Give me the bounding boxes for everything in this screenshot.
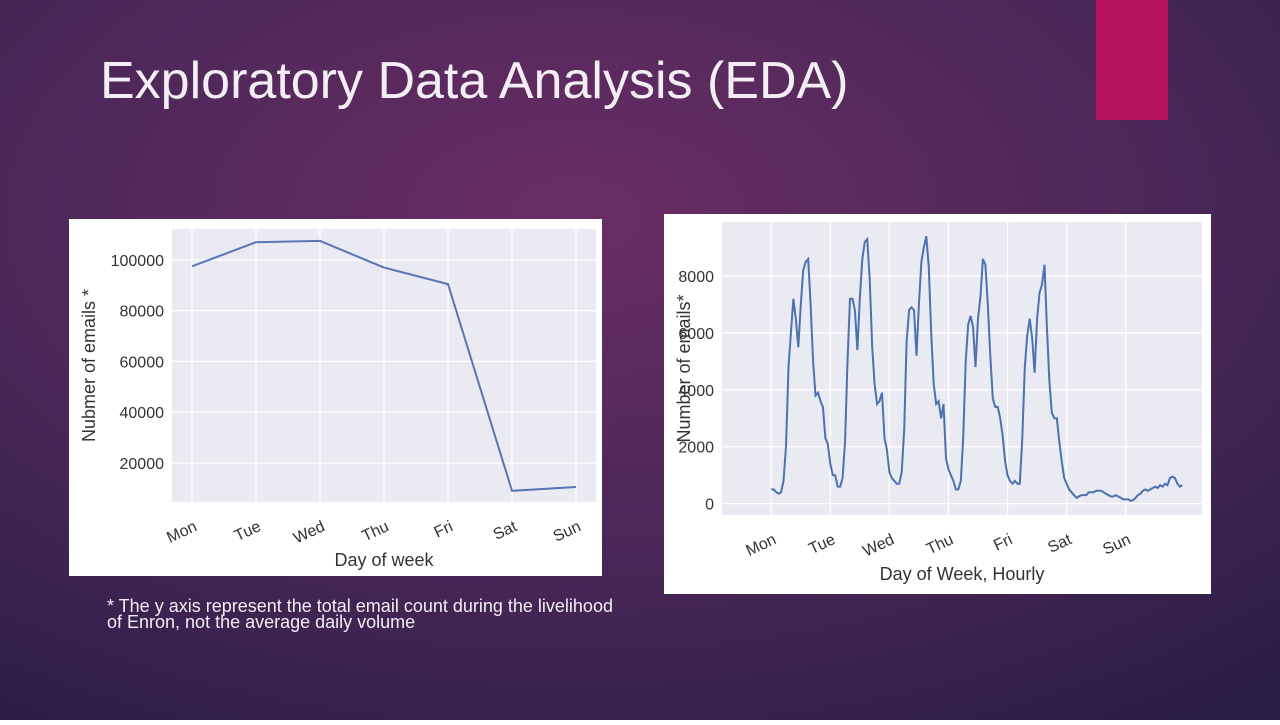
x-tick-label: Fri: [991, 531, 1015, 554]
slide-title: Exploratory Data Analysis (EDA): [100, 52, 849, 110]
x-axis-label: Day of week: [334, 550, 434, 570]
y-axis-label: Number of emails*: [674, 294, 694, 442]
y-tick-label: 8000: [678, 269, 714, 286]
x-axis-label: Day of Week, Hourly: [880, 564, 1045, 584]
y-tick-label: 6000: [678, 326, 714, 343]
footnote: * The y axis represent the total email c…: [107, 596, 613, 616]
y-tick-label: 4000: [678, 383, 714, 400]
y-tick-label: 80000: [120, 304, 165, 321]
footnote: of Enron, not the average daily volume: [107, 612, 415, 632]
y-tick-label: 40000: [120, 405, 165, 422]
y-tick-label: 20000: [120, 456, 165, 473]
data-line: [771, 235, 1183, 502]
accent-block: [1096, 0, 1168, 120]
y-tick-label: 100000: [111, 253, 164, 270]
y-axis-label: Nubmer of emails *: [79, 289, 99, 442]
y-tick-label: 60000: [120, 354, 165, 371]
y-tick-label: 0: [705, 497, 714, 514]
y-tick-label: 2000: [678, 440, 714, 457]
x-tick-label: Fri: [432, 518, 456, 541]
data-line: [191, 239, 577, 492]
